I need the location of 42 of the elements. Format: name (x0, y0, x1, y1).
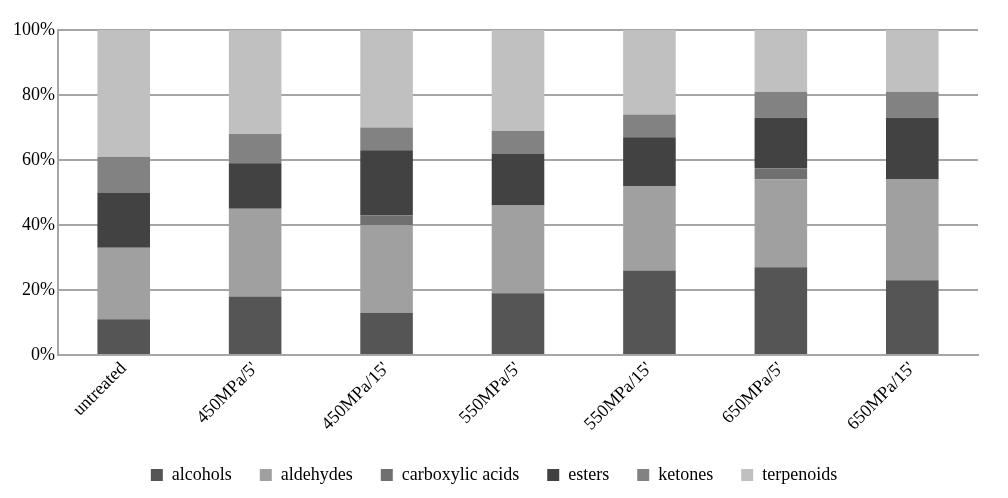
y-tick-label: 0% (30, 343, 55, 364)
legend-label: terpenoids (762, 463, 838, 484)
legend-label: ketones (658, 463, 714, 484)
bar (228, 163, 282, 209)
bar (97, 156, 150, 193)
bar (228, 296, 282, 355)
bar (886, 30, 939, 92)
bar (623, 137, 676, 187)
legend-label: esters (568, 463, 610, 484)
bar (886, 280, 939, 355)
bar (754, 117, 808, 169)
bar (97, 30, 150, 157)
bar (491, 153, 545, 206)
y-tick-label: 40% (21, 213, 55, 234)
bar (228, 30, 282, 135)
legend-label: alcohols (171, 463, 232, 484)
bar (228, 134, 282, 164)
bar (360, 127, 413, 151)
bar (491, 130, 545, 154)
bar (754, 30, 808, 92)
bar (491, 293, 545, 355)
bar (754, 91, 808, 118)
bar (623, 270, 676, 355)
y-tick-label: 20% (21, 278, 55, 299)
y-tick-label: 100% (12, 18, 55, 39)
bar (623, 114, 676, 138)
bar (754, 168, 808, 180)
y-tick-label: 80% (21, 83, 55, 104)
legend-label: aldehydes (280, 463, 353, 484)
bar (491, 30, 545, 131)
bar (360, 30, 413, 128)
bar (97, 319, 150, 355)
legend-label: carboxylic acids (401, 463, 520, 484)
bar (623, 30, 676, 115)
y-tick-label: 60% (21, 148, 55, 169)
bar (754, 267, 808, 355)
bar (886, 117, 939, 180)
bar (97, 192, 150, 248)
bar (886, 91, 939, 118)
bar (360, 215, 413, 226)
bar (360, 312, 413, 355)
bar (360, 150, 413, 216)
